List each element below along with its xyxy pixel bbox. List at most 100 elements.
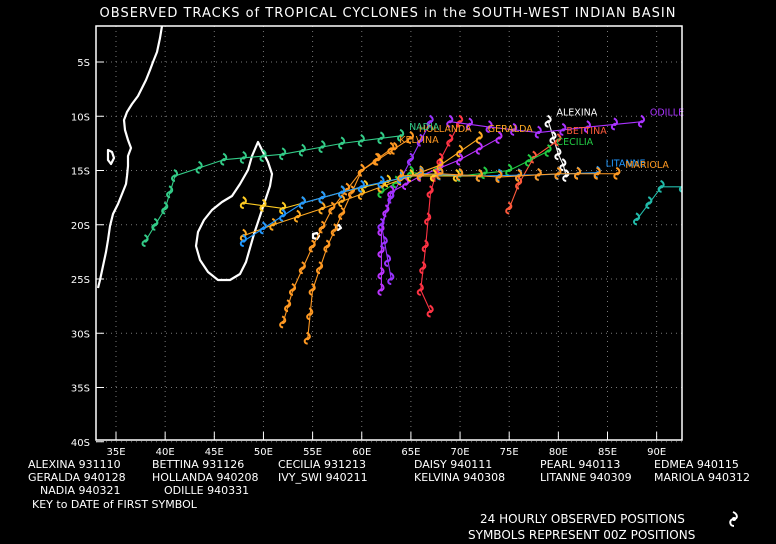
cyclone-position-symbol [338, 136, 346, 150]
cyclone-position-symbol [559, 158, 567, 172]
cyclone-position-symbol [554, 147, 562, 161]
cyclone-position-symbol [426, 185, 434, 199]
cyclone-position-symbol [259, 198, 267, 212]
storm-label-litanne: LITANNE [606, 159, 646, 170]
key-entry-kelvina: KELVINA 940308 [414, 471, 506, 484]
cyclone-position-symbol [446, 114, 454, 128]
cyclone-position-symbol [383, 254, 392, 267]
key-entry-ivy_swi: IVY_SWI 940211 [278, 471, 368, 484]
track-kelvina [307, 148, 392, 339]
key-entry-nadia: NADIA 940321 [40, 484, 121, 497]
cyclone-position-symbol [318, 201, 326, 215]
africa-coast [96, 26, 164, 289]
cyclone-position-symbol [559, 122, 567, 136]
cyclone-position-symbol [298, 143, 306, 157]
lon-tick-label: 60E [352, 447, 371, 458]
lon-tick-label: 75E [500, 447, 519, 458]
key-entry-daisy: DAISY 940111 [414, 458, 493, 471]
cyclone-position-symbol [284, 299, 292, 313]
lat-tick-label: 15S [71, 167, 90, 178]
cyclone-position-symbol [372, 152, 380, 166]
plot-frame [95, 25, 683, 441]
cyclone-position-symbol [298, 261, 306, 275]
cyclone-position-symbol [446, 133, 454, 147]
cyclone-position-symbol [549, 131, 557, 144]
key-entry-hollanda: HOLLANDA 940208 [152, 471, 259, 484]
cyclone-position-symbol [505, 163, 513, 177]
cyclone-position-symbol [426, 304, 434, 318]
cyclone-position-symbol [613, 166, 621, 180]
lon-tick-label: 35E [106, 447, 125, 458]
cyclone-position-symbol [239, 234, 247, 248]
cyclone-position-symbol [429, 169, 437, 182]
lat-tick-label: 25S [71, 275, 90, 286]
storm-label-bettina: BETTINA [566, 126, 607, 137]
cyclone-position-symbol [574, 166, 582, 180]
track-pearl [420, 121, 461, 312]
key-entry-pearl: PEARL 940113 [540, 458, 621, 471]
cyclone-position-symbol [239, 150, 247, 164]
cyclone-symbol-icon [729, 511, 738, 527]
cyclone-position-symbol [562, 169, 570, 182]
lat-tick-label: 20S [71, 221, 90, 232]
cyclone-position-symbol [306, 307, 314, 321]
cyclone-position-symbol [279, 208, 287, 222]
cyclone-position-symbol [534, 125, 542, 139]
tracks [141, 114, 727, 345]
cyclone-position-symbol [583, 120, 591, 134]
cyclone-position-symbol [419, 261, 427, 275]
storm-label-cecilia: CECILIA [557, 137, 594, 148]
cyclone-position-symbol [416, 133, 424, 147]
track-litanne [243, 172, 598, 242]
cyclone-position-symbol [141, 234, 149, 248]
cyclone-position-symbol [633, 212, 641, 226]
cyclone-position-symbol [426, 114, 434, 128]
mauritius-island [311, 231, 321, 241]
cyclone-position-symbol [323, 239, 331, 253]
cyclone-position-symbol [475, 141, 483, 155]
cyclone-position-symbol [151, 217, 159, 231]
cyclone-position-symbol [330, 223, 338, 237]
cyclone-position-symbol [510, 122, 518, 136]
cyclone-position-symbol [544, 114, 552, 128]
cyclone-position-symbol [544, 144, 552, 157]
lon-tick-label: 45E [205, 447, 224, 458]
cyclone-position-symbol [397, 128, 405, 142]
storm-label-nadia: NADIA [409, 122, 440, 133]
cyclone-position-symbol [424, 212, 432, 226]
lat-lon-grid [96, 26, 682, 443]
cyclone-position-symbol [524, 153, 532, 167]
cyclone-position-symbol [315, 261, 324, 275]
cyclone-position-symbol [387, 190, 395, 204]
cyclone-position-symbol [288, 282, 297, 296]
storm-label-alexina: ALEXINA [557, 108, 598, 119]
cyclone-position-symbol [593, 166, 601, 180]
cyclone-position-symbol [485, 120, 493, 134]
cyclone-position-symbol [534, 167, 542, 181]
cyclone-position-symbol [220, 152, 228, 166]
cyclone-position-symbol [456, 144, 464, 158]
cyclone-position-symbol [421, 239, 429, 253]
cyclone-position-symbol [166, 185, 174, 199]
cyclone-position-symbol [357, 133, 365, 147]
lon-tick-label: 80E [549, 447, 568, 458]
cyclone-position-symbol [171, 169, 179, 182]
cyclone-position-symbol [406, 152, 415, 166]
track-hollanda [282, 137, 412, 323]
lon-tick-label: 40E [156, 447, 175, 458]
cyclone-position-symbol [318, 140, 326, 153]
cyclone-position-symbol [279, 201, 287, 215]
cyclone-position-symbol [722, 181, 727, 192]
cyclone-position-symbol [645, 196, 653, 210]
cyclone-position-symbol [318, 190, 326, 204]
comoros-island [106, 148, 116, 166]
cyclone-position-symbol [475, 169, 483, 182]
key-entry-edmea: EDMEA 940115 [654, 458, 739, 471]
cyclone-position-symbol [701, 181, 706, 192]
map-title: OBSERVED TRACKS of TROPICAL CYCLONES in … [99, 6, 677, 21]
cyclone-position-symbol [338, 207, 346, 220]
cyclone-position-symbol [338, 194, 346, 208]
lat-tick-label: 10S [71, 112, 90, 123]
cyclone-position-symbol [456, 167, 464, 181]
